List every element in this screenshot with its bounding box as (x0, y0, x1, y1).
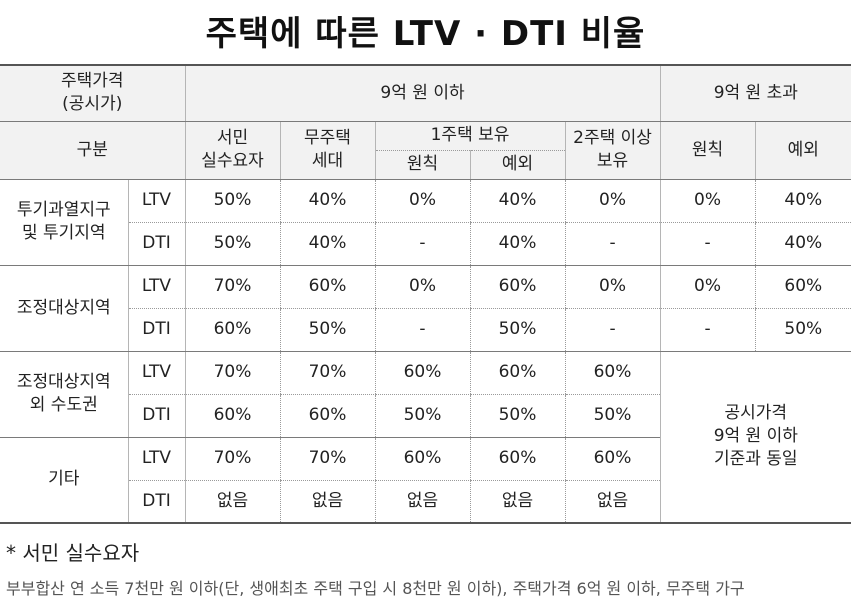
ltv-dti-table: 주택가격 (공시가) 9억 원 이하 9억 원 초과 구분 서민 실수요자 무주… (0, 64, 851, 524)
over-9-header: 9억 원 초과 (659, 64, 851, 122)
table-cell: 60% (374, 351, 470, 395)
region-name-line1: 투기과열지구 (16, 200, 111, 220)
table-cell: 50% (374, 394, 470, 438)
one-house-exception-header: 예외 (469, 150, 565, 180)
table-cell: 0% (659, 265, 756, 309)
table-cell: - (659, 308, 756, 352)
table-cell: 40% (469, 179, 565, 223)
table-cell: - (374, 222, 470, 266)
metric-label: DTI (127, 480, 185, 524)
table-cell: 60% (469, 265, 565, 309)
metric-label: DTI (127, 222, 185, 266)
table-cell: 70% (184, 265, 280, 309)
table-cell: 60% (184, 394, 280, 438)
table-cell: 0% (564, 265, 661, 309)
table-cell: 60% (279, 265, 375, 309)
one-house-principle-header: 원칙 (374, 150, 470, 180)
table-cell: 40% (469, 222, 565, 266)
table-cell: 60% (374, 437, 470, 481)
no-house-header: 무주택 세대 (279, 121, 375, 180)
table-cell: 60% (469, 437, 565, 481)
category-header: 구분 (0, 121, 185, 180)
merged-note-line2: 9억 원 이하 (713, 426, 798, 447)
region-name-line1: 조정대상지역 (16, 372, 111, 392)
table-cell: - (374, 308, 470, 352)
region-name: 기타 (0, 437, 128, 524)
table-cell: 40% (754, 179, 851, 223)
price-label-cell: 주택가격 (공시가) (0, 64, 185, 122)
metric-label: LTV (127, 265, 185, 309)
table-cell: 없음 (184, 480, 280, 524)
table-cell: 70% (184, 351, 280, 395)
two-house-line2: 보유 (596, 151, 629, 171)
price-label-line2: (공시가) (62, 94, 123, 115)
merged-note-cell: 공시가격 9억 원 이하 기준과 동일 (659, 351, 851, 524)
metric-label: LTV (127, 437, 185, 481)
table-cell: 50% (184, 179, 280, 223)
table-cell: 없음 (564, 480, 661, 524)
table-cell: 40% (279, 222, 375, 266)
table-cell: 70% (279, 437, 375, 481)
no-house-line1: 무주택 (304, 128, 351, 148)
merged-note-line3: 기준과 동일 (713, 449, 798, 470)
table-cell: 0% (564, 179, 661, 223)
table-cell: 50% (184, 222, 280, 266)
over-principle-header: 원칙 (659, 121, 756, 180)
table-cell: 60% (564, 351, 661, 395)
region-name-line1: 조정대상지역 (16, 297, 111, 318)
table-cell: 40% (279, 179, 375, 223)
region-name-line2: 및 투기지역 (21, 223, 106, 243)
table-cell: - (564, 308, 661, 352)
table-cell: 50% (469, 394, 565, 438)
two-house-header: 2주택 이상 보유 (564, 121, 661, 180)
table-cell: 0% (374, 265, 470, 309)
metric-label: LTV (127, 351, 185, 395)
table-cell: 없음 (279, 480, 375, 524)
metric-label: LTV (127, 179, 185, 223)
table-cell: 50% (564, 394, 661, 438)
under-9-header: 9억 원 이하 (184, 64, 661, 122)
table-cell: 없음 (469, 480, 565, 524)
table-cell: 60% (564, 437, 661, 481)
two-house-line1: 2주택 이상 (573, 128, 652, 148)
table-cell: 60% (279, 394, 375, 438)
region-name-line2: 외 수도권 (29, 395, 98, 415)
price-label-line1: 주택가격 (60, 71, 124, 92)
table-cell: 없음 (374, 480, 470, 524)
region-name: 조정대상지역 외 수도권 (0, 351, 128, 438)
no-house-line2: 세대 (311, 151, 344, 171)
region-name: 조정대상지역 (0, 265, 128, 352)
table-cell: 0% (659, 179, 756, 223)
low-income-line1: 서민 (216, 128, 249, 148)
footnote-body: 부부합산 연 소득 7천만 원 이하(단, 생애최초 주택 구입 시 8천만 원… (6, 579, 745, 598)
table-cell: 50% (279, 308, 375, 352)
metric-label: DTI (127, 394, 185, 438)
table-cell: 40% (754, 222, 851, 266)
table-cell: 60% (754, 265, 851, 309)
footnote-title: * 서민 실수요자 (6, 541, 140, 565)
table-cell: 70% (279, 351, 375, 395)
metric-label: DTI (127, 308, 185, 352)
table-cell: 60% (469, 351, 565, 395)
one-house-header: 1주택 보유 (374, 121, 565, 151)
region-name-line1: 기타 (48, 469, 80, 490)
merged-note-line1: 공시가격 (724, 403, 788, 424)
table-cell: 70% (184, 437, 280, 481)
table-cell: - (659, 222, 756, 266)
table-cell: 50% (469, 308, 565, 352)
low-income-line2: 실수요자 (201, 151, 264, 171)
low-income-header: 서민 실수요자 (184, 121, 280, 180)
table-cell: - (564, 222, 661, 266)
table-cell: 60% (184, 308, 280, 352)
table-cell: 50% (754, 308, 851, 352)
page-title: 주택에 따른 LTV · DTI 비율 (205, 14, 646, 54)
table-cell: 0% (374, 179, 470, 223)
region-name: 투기과열지구 및 투기지역 (0, 179, 128, 266)
over-exception-header: 예외 (754, 121, 851, 180)
